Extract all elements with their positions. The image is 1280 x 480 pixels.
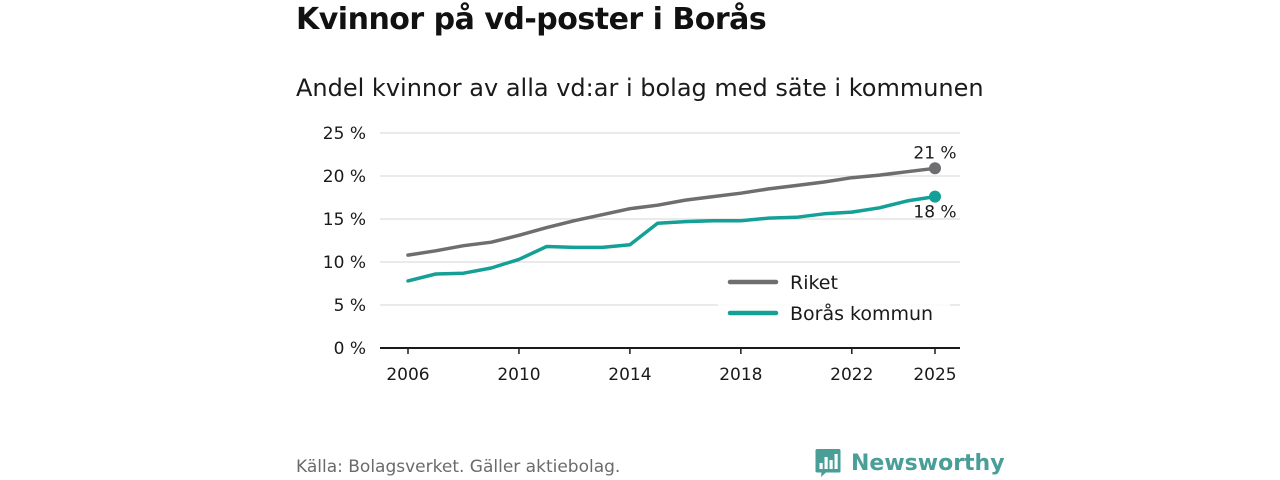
x-tick-label: 2025 (913, 365, 956, 385)
bar-chart-speech-bubble-icon (815, 449, 841, 477)
legend: Riket Borås kommun (718, 263, 950, 333)
chart-subtitle: Andel kvinnor av alla vd:ar i bolag med … (296, 74, 984, 102)
chart-title: Kvinnor på vd-poster i Borås (296, 2, 767, 37)
y-tick-label: 20 % (323, 167, 366, 187)
series-line-riket (406, 166, 937, 257)
series-line-boras (406, 194, 937, 283)
brand-name: Newsworthy (851, 450, 1005, 476)
y-tick-label: 15 % (323, 210, 366, 230)
y-tick-label: 25 % (323, 124, 366, 144)
series-end-label: 18 % (913, 203, 956, 223)
y-tick-label: 5 % (334, 296, 366, 316)
x-tick-label: 2006 (386, 365, 429, 385)
y-axis-tick-labels: 0 % 5 % 10 % 15 % 20 % 25 % (323, 124, 366, 359)
x-tick-label: 2018 (719, 365, 762, 385)
series-end-label: 21 % (913, 143, 956, 163)
series-end-marker (929, 162, 941, 175)
y-tick-label: 0 % (334, 339, 366, 359)
series-end-marker (929, 190, 941, 203)
x-tick-label: 2022 (830, 365, 873, 385)
x-axis: 2006 2010 2014 2018 2022 2025 (380, 347, 960, 385)
newsworthy-logo: Newsworthy (815, 446, 1005, 480)
x-tick-label: 2014 (608, 365, 651, 385)
series-lines: 21 % 18 % (406, 143, 957, 283)
legend-label: Borås kommun (790, 302, 933, 325)
source-note: Källa: Bolagsverket. Gäller aktiebolag. (296, 457, 621, 477)
y-tick-label: 10 % (323, 253, 366, 273)
legend-label: Riket (790, 272, 838, 294)
x-tick-label: 2010 (497, 365, 540, 385)
legend-background (718, 263, 950, 333)
